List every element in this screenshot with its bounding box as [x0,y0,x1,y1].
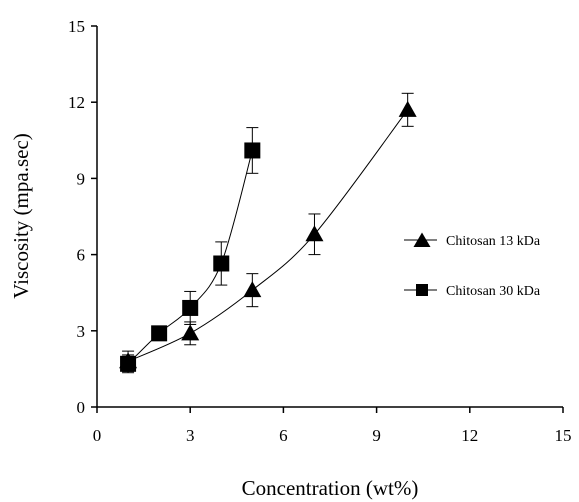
x-tick-label: 15 [555,426,572,445]
x-tick-label: 12 [461,426,478,445]
x-tick-label: 6 [279,426,288,445]
x-tick-label: 9 [372,426,381,445]
data-point [213,255,230,272]
y-axis-title: Viscosity (mpa.sec) [9,133,33,299]
y-tick-label: 6 [77,246,86,265]
data-point [243,281,262,298]
y-ticks: 0 3 6 9 12 15 [68,17,97,417]
legend-item-13kda: Chitosan 13 kDa [404,232,541,249]
legend: Chitosan 13 kDa Chitosan 30 kDa [404,232,541,299]
y-tick-label: 12 [68,93,85,112]
legend-item-30kda: Chitosan 30 kDa [404,284,541,299]
data-point [398,100,417,117]
data-point [244,142,261,159]
x-ticks: 0 3 6 9 12 15 [93,407,572,445]
data-point [181,324,200,341]
data-point [120,355,137,372]
legend-marker-13kda [413,232,431,247]
data-point [151,325,168,342]
x-axis-title: Concentration (wt%) [242,476,419,500]
axes [96,26,563,408]
series-1 [120,127,261,374]
data-point [305,225,324,242]
data-point [182,299,199,316]
legend-label-13kda: Chitosan 13 kDa [446,234,541,249]
x-tick-label: 3 [186,426,195,445]
legend-label-30kda: Chitosan 30 kDa [446,284,541,299]
y-tick-label: 3 [77,322,86,341]
y-tick-label: 0 [77,398,86,417]
y-tick-label: 9 [77,169,86,188]
legend-marker-30kda [416,284,428,296]
series-line [127,109,409,362]
plot-area [119,92,417,374]
x-tick-label: 0 [93,426,102,445]
y-tick-label: 15 [68,17,85,36]
